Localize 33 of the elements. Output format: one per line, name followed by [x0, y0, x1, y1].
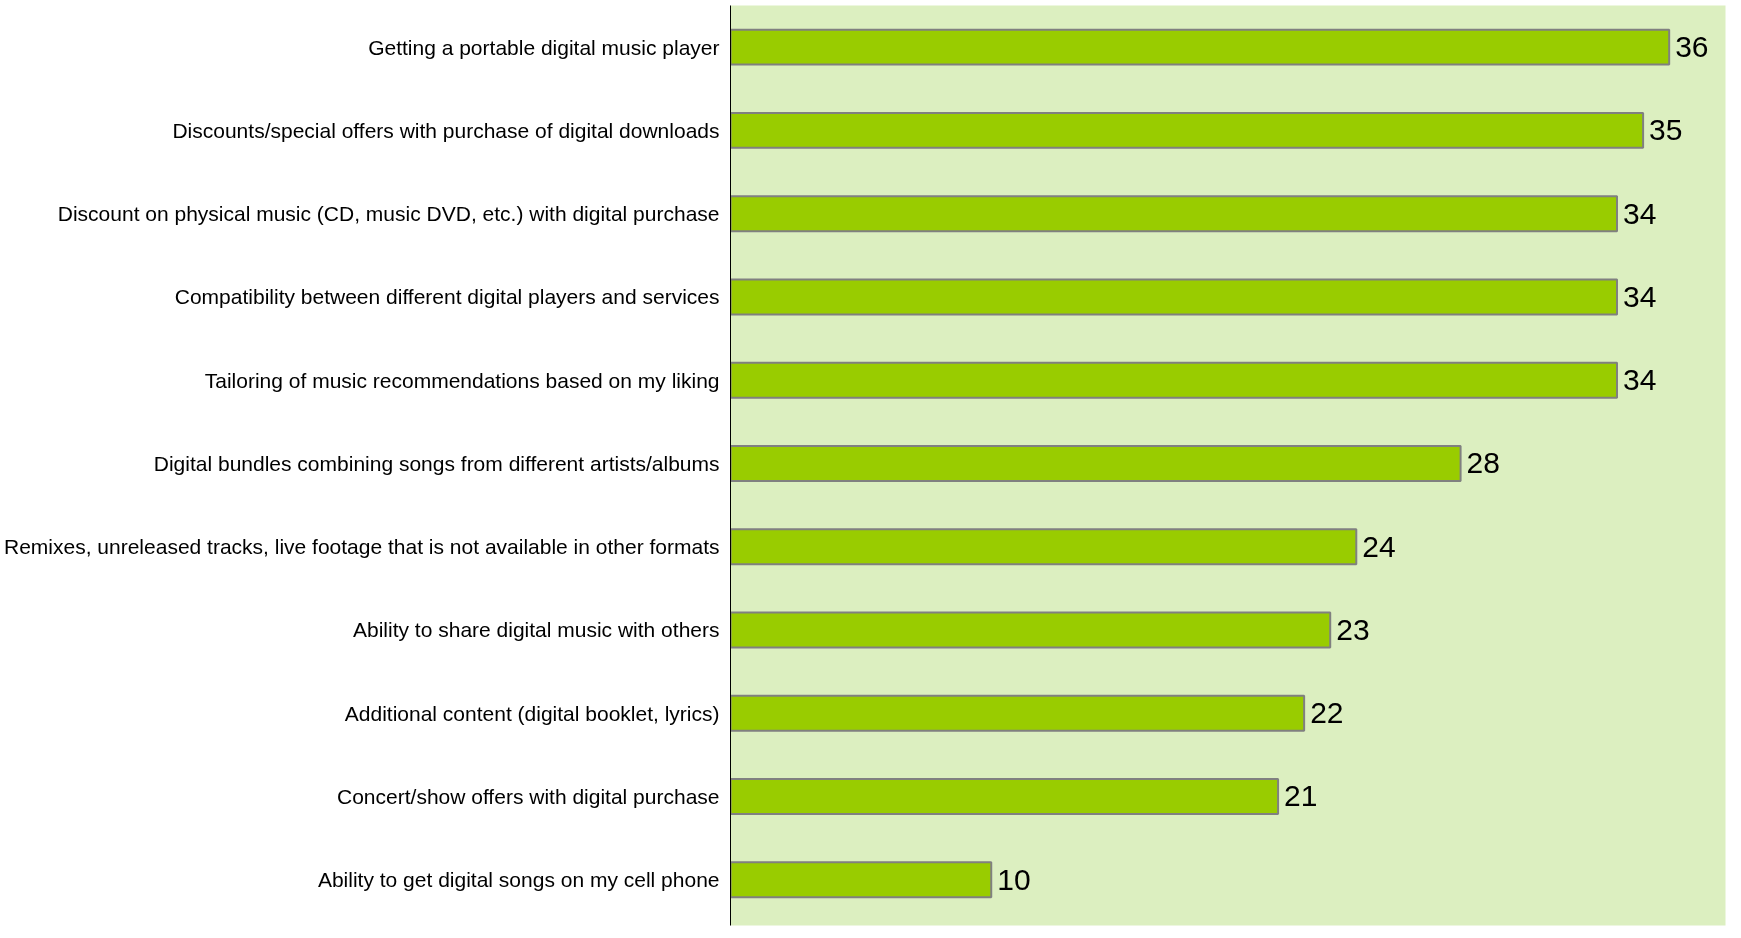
y-tick-label: Concert/show offers with digital purchase [337, 784, 720, 808]
y-tick-label: Ability to share digital music with others [353, 618, 720, 642]
data-label: 35 [1649, 113, 1683, 147]
y-tick-label: Tailoring of music recommendations based on my liking [204, 368, 720, 392]
bar [730, 444, 1462, 482]
y-tick-label: Compatibility between different digital players and services [174, 285, 720, 309]
bar [730, 611, 1332, 649]
bar [730, 861, 993, 899]
bar [730, 528, 1358, 566]
bar [730, 111, 1645, 149]
data-label: 23 [1336, 612, 1370, 646]
data-label: 28 [1466, 446, 1500, 480]
y-tick-label: Additional content (digital booklet, lyrics) [344, 701, 720, 725]
data-label: 34 [1623, 279, 1657, 313]
y-tick-label: Ability to get digital songs on my cell phone [317, 868, 720, 892]
y-tick-label: Remixes, unreleased tracks, live footage that is not available in other formats [3, 535, 720, 559]
y-tick-label: Discount on physical music (CD, music DVD, etc.) with digital purchase [57, 202, 720, 226]
data-label: 34 [1623, 363, 1657, 397]
bar [730, 777, 1280, 815]
y-tick-label: Getting a portable digital music player [368, 35, 720, 59]
bar [730, 28, 1671, 66]
y-tick-label: Discounts/special offers with purchase of digital downloads [172, 118, 720, 142]
bar [730, 278, 1619, 316]
data-label: 34 [1623, 196, 1657, 230]
data-label: 10 [997, 862, 1031, 896]
data-label: 24 [1362, 529, 1396, 563]
data-label: 21 [1284, 779, 1318, 813]
bar [730, 361, 1619, 399]
y-tick-label: Digital bundles combining songs from different artists/albums [153, 451, 720, 475]
bar [730, 195, 1619, 233]
bar [730, 694, 1306, 732]
data-label: 36 [1675, 30, 1709, 64]
data-label: 22 [1310, 696, 1344, 730]
